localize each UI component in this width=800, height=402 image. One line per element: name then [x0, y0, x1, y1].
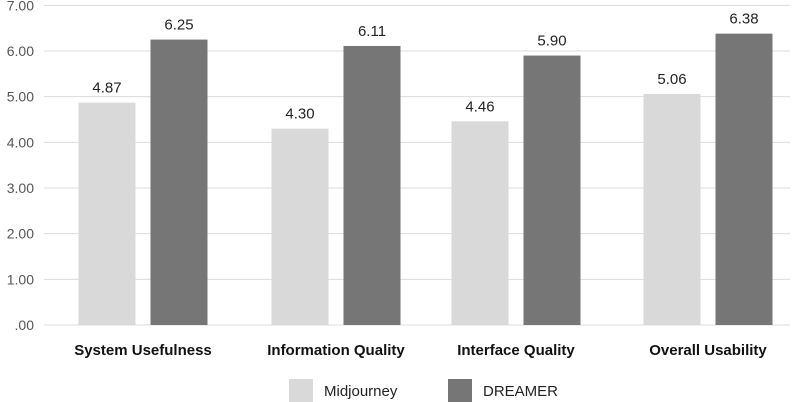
y-tick-label: .00 [15, 317, 35, 333]
legend-label-midjourney: Midjourney [324, 383, 398, 400]
legend-swatch-midjourney [289, 379, 313, 402]
bar-dreamer-1 [343, 45, 401, 326]
value-label-dreamer-0: 6.25 [164, 17, 193, 34]
bar-dreamer-0 [150, 39, 208, 325]
bar-midjourney-1 [271, 128, 329, 325]
bar-midjourney-2 [451, 121, 509, 326]
value-label-midjourney-2: 4.46 [465, 98, 494, 115]
category-label: Overall Usability [649, 342, 767, 359]
bar-dreamer-3 [715, 33, 773, 325]
y-tick-label: 2.00 [7, 226, 34, 242]
bar-midjourney-0 [78, 102, 136, 325]
category-labels: System Usefulness Information Quality Inte… [74, 342, 767, 359]
value-label-dreamer-3: 6.38 [729, 11, 758, 28]
value-labels: 4.87 6.25 4.30 6.11 4.46 5.90 5.06 6.38 [92, 11, 758, 123]
y-tick-label: 3.00 [7, 180, 34, 196]
y-tick-label: 5.00 [7, 89, 34, 105]
value-label-midjourney-3: 5.06 [657, 71, 686, 88]
legend: Midjourney DREAMER [289, 379, 558, 402]
category-label: Information Quality [267, 342, 405, 359]
bar-midjourney-3 [643, 93, 701, 325]
y-tick-label: 4.00 [7, 134, 34, 150]
legend-label-dreamer: DREAMER [483, 383, 558, 400]
y-tick-label: 7.00 [7, 0, 34, 13]
y-axis-tick-labels: .00 1.00 2.00 3.00 4.00 5.00 6.00 7.00 [7, 0, 34, 333]
value-label-midjourney-0: 4.87 [92, 80, 121, 97]
value-label-dreamer-2: 5.90 [537, 33, 566, 50]
value-label-dreamer-1: 6.11 [358, 23, 386, 40]
category-label: System Usefulness [74, 342, 212, 359]
y-tick-label: 6.00 [7, 43, 34, 59]
bar-dreamer-2 [523, 55, 581, 326]
bars [78, 33, 773, 326]
value-label-midjourney-1: 4.30 [285, 106, 314, 123]
y-tick-label: 1.00 [7, 271, 34, 287]
legend-swatch-dreamer [448, 379, 472, 402]
category-label: Interface Quality [457, 342, 575, 359]
